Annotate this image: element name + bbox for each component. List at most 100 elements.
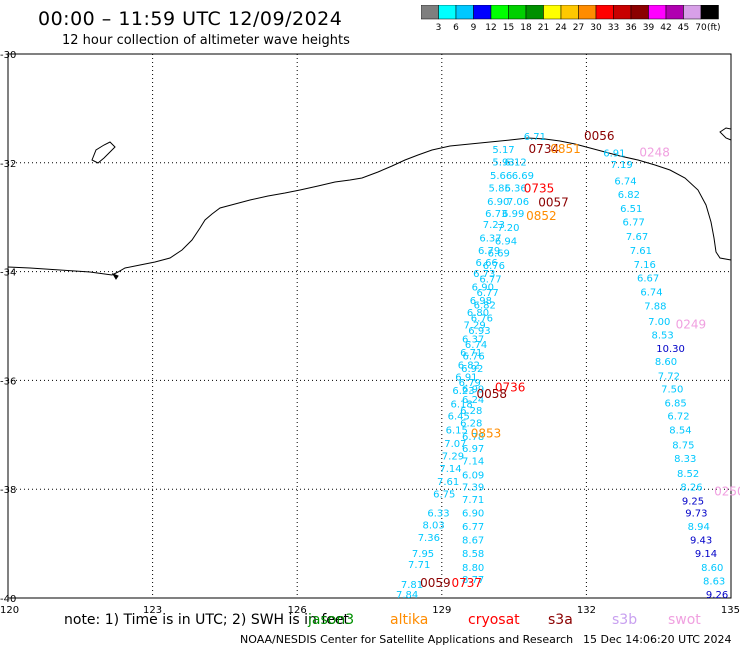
lon-tick-label: 120 [0,605,19,616]
wave-height-label: 6.75 [433,489,455,500]
wave-height-label: 6.77 [479,274,501,285]
wave-height-label: 9.43 [690,536,712,547]
wave-height-label: 6.99 [502,209,524,220]
track-time-label: 0056 [584,129,615,143]
wave-height-label: 8.80 [462,563,484,574]
wave-height-label: 6.37 [462,334,484,345]
wave-height-label: 6.71 [460,348,482,359]
colorbar-swatch [508,5,527,20]
wave-height-label: 6.99 [462,384,484,395]
wave-height-label: 6.36 [504,184,526,195]
wave-height-label: 6.74 [465,340,487,351]
colorbar-swatch [648,5,667,20]
legend-item-altika: altika [390,612,429,628]
wave-height-label: 6.80 [467,308,489,319]
page-subtitle: 12 hour collection of altimeter wave hei… [62,33,350,48]
wave-height-label: 6.74 [640,288,662,299]
wave-height-label: 7.95 [412,549,434,560]
wave-height-label: 6.45 [448,412,470,423]
colorbar-swatch [683,5,702,20]
wave-height-label: 6.69 [488,248,510,259]
wave-height-label: 7.07 [444,439,466,450]
legend-item-s3b: s3b [612,612,638,628]
wave-height-label: 7.81 [401,580,423,591]
wave-height-label: 6.33 [427,508,449,519]
track-time-label: 0852 [526,209,557,223]
wave-height-label: 9.14 [695,549,717,560]
track-time-label: 0057 [538,195,569,209]
wave-height-label: 6.15 [446,426,468,437]
wave-height-label: 6.91 [603,148,625,159]
colorbar-label: 42 [660,23,671,33]
wave-height-label: 6.94 [495,236,517,247]
wave-height-label: 7.23 [483,220,505,231]
colorbar-label: 12 [485,23,496,33]
wave-height-label: 7.14 [462,457,484,468]
colorbar-label: 27 [573,23,584,33]
wave-height-label: 6.78 [462,432,484,443]
wave-height-label: 7.84 [396,590,418,601]
wave-height-label: 8.77 [462,575,484,586]
wave-height-label: 8.03 [423,520,445,531]
wave-height-label: 7.50 [661,384,683,395]
wave-height-label: 6.77 [462,522,484,533]
wave-height-label: 9.26 [706,590,728,601]
wave-height-label: 6.66 [476,258,498,269]
lat-tick-label: -40 [0,594,16,605]
wave-height-label: 7.88 [644,302,666,313]
track-time-label: 0059 [420,576,451,590]
wave-height-label: 7.71 [408,560,430,571]
colorbar-swatch [700,5,719,20]
colorbar-label: 18 [520,23,532,33]
wave-height-label: 6.18 [450,400,472,411]
wave-height-label: 6.76 [471,314,493,325]
wave-height-label: 6.85 [664,399,686,410]
wave-height-label: 6.73 [485,209,507,220]
track-time-label: 0737 [451,576,482,590]
wave-height-label: 7.14 [439,464,461,475]
lon-tick-label: 129 [432,605,451,616]
wave-height-label: 7.20 [497,223,519,234]
colorbar-label: 30 [590,23,602,33]
colorbar-label: 24 [555,23,567,33]
wave-height-label: 6.09 [462,470,484,481]
wave-height-label: 8.94 [688,522,710,533]
wave-height-label: 6.74 [614,177,636,188]
colorbar-swatch [613,5,632,20]
track-time-label: 0735 [524,182,555,196]
wave-height-label: 7.67 [626,232,648,243]
wave-height-label: 6.92 [461,364,483,375]
legend-item-s3a: s3a [548,612,573,628]
track-time-label: 0249 [676,318,707,332]
colorbar-label: 33 [608,23,619,33]
wave-height-label: 6.76 [483,261,505,272]
wave-height-label: 6.23 [452,386,474,397]
lat-tick-label: -38 [0,485,16,496]
track-time-label: 0248 [639,145,670,159]
lat-tick-label: -36 [0,376,16,387]
colorbar-swatch [525,5,544,20]
wave-height-label: 8.75 [672,440,694,451]
wave-height-label: 6.82 [618,190,640,201]
wave-height-label: 8.26 [680,482,702,493]
wave-height-label: 5.93 [492,158,514,169]
lon-tick-label: 135 [721,605,740,616]
colorbar-unit: (ft) [707,23,721,33]
generated-timestamp: 15 Dec 14:06:20 UTC 2024 [583,633,732,646]
wave-height-label: 6.77 [477,288,499,299]
colorbar-swatch [543,5,562,20]
colorbar-swatch [438,5,457,20]
legend-item-cryosat: cryosat [468,612,520,628]
lon-tick-label: 126 [288,605,307,616]
wave-height-label: 6.82 [458,360,480,371]
colorbar-swatch [490,5,509,20]
wave-height-label: 7.06 [507,197,529,208]
track-time-label: 0736 [495,380,526,394]
wave-height-label: 7.36 [418,533,440,544]
colorbar-label: 3 [436,23,442,33]
wave-height-label: 7.19 [611,160,633,171]
wave-height-label: 7.29 [463,321,485,332]
colorbar-label: 45 [678,23,689,33]
wave-height-label: 6.51 [620,204,642,215]
